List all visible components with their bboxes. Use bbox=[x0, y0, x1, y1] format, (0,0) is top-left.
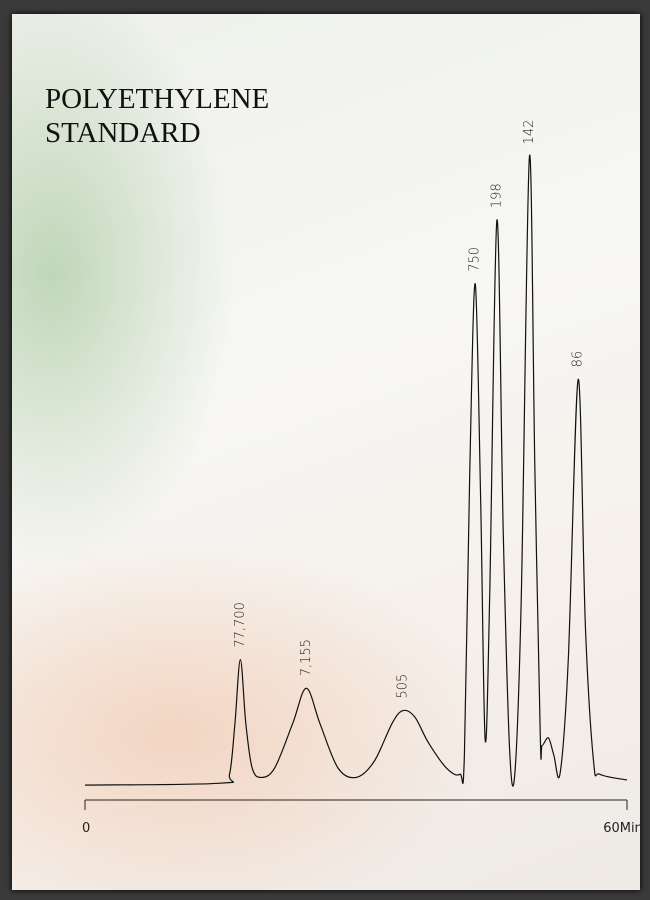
peak-label: 505 bbox=[395, 674, 410, 699]
peak-label: 750 bbox=[468, 247, 483, 272]
peak-label: 86 bbox=[571, 351, 586, 368]
peak-label: 77,700 bbox=[233, 602, 248, 648]
chromatogram-trace bbox=[84, 154, 628, 787]
peak-label: 7,155 bbox=[299, 639, 314, 676]
poster-background bbox=[12, 14, 640, 890]
x-tick-label: 0 bbox=[82, 821, 90, 836]
peak-label: 142 bbox=[522, 120, 537, 145]
chart-title: POLYETHYLENE STANDARD bbox=[45, 83, 269, 149]
peak-label: 198 bbox=[489, 183, 504, 208]
x-tick-label: 60Min bbox=[603, 821, 643, 836]
